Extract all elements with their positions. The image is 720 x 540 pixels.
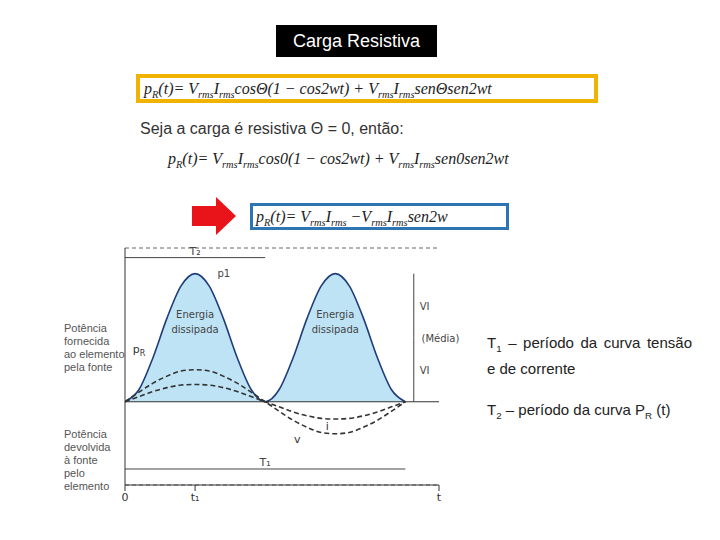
html-text:Potência: Potência [64, 322, 107, 334]
svg-text:t₁: t₁ [191, 491, 200, 504]
html-text:Seja a carga é resistiva Θ = 0: Seja a carga é resistiva Θ = 0, então: [140, 120, 404, 137]
svg-text:T₁: T₁ [259, 456, 271, 469]
html-text:T1– período da curva tensão e: T1– período da curva tensão e de corrent… [487, 334, 692, 377]
svg-text:Energia: Energia [316, 309, 354, 320]
svg-text:(Média): (Média) [422, 333, 460, 344]
svg-text:pR: pR [133, 343, 146, 358]
html-text:pelo: pelo [64, 467, 85, 479]
html-text:ao elemento: ao elemento [64, 348, 125, 360]
html-text:T2– período da curva PR(t): T2– período da curva PR(t) [487, 401, 671, 421]
svg-text:VI: VI [420, 301, 430, 312]
html-text:pR(t)= VrmsIrmscos0(1 − cos2wt: pR(t)= VrmsIrmscos0(1 − cos2wt) + VrmsIr… [168, 150, 509, 171]
html-text:pela fonte: pela fonte [64, 361, 113, 373]
svg-text:T₂: T₂ [189, 245, 201, 258]
html-text:pR(t)= VrmsIrmscosΘ(1 − cos2wt: pR(t)= VrmsIrmscosΘ(1 − cos2wt) + VrmsIr… [144, 80, 492, 101]
html-text:Potência: Potência [64, 428, 107, 440]
svg-text:v: v [294, 433, 301, 446]
html-text:pR(t)= VrmsIrms−VrmsIrmssen2w: pR(t)= VrmsIrms−VrmsIrmssen2w [256, 208, 448, 229]
html-text:à fonte: à fonte [64, 454, 98, 466]
svg-text:0: 0 [122, 491, 129, 504]
html-text:Carga Resistiva: Carga Resistiva [293, 31, 420, 51]
svg-text:t: t [437, 491, 442, 504]
html-text:fornecida: fornecida [64, 335, 110, 347]
svg-text:Energia: Energia [176, 309, 214, 320]
html-text:elemento: elemento [64, 480, 110, 492]
svg-text:dissipada: dissipada [312, 324, 359, 335]
svg-text:dissipada: dissipada [171, 324, 218, 335]
svg-text:p1: p1 [218, 268, 231, 279]
svg-text:VI: VI [420, 365, 430, 376]
html-text:devolvida: devolvida [64, 441, 111, 453]
svg-text:i: i [326, 420, 329, 433]
